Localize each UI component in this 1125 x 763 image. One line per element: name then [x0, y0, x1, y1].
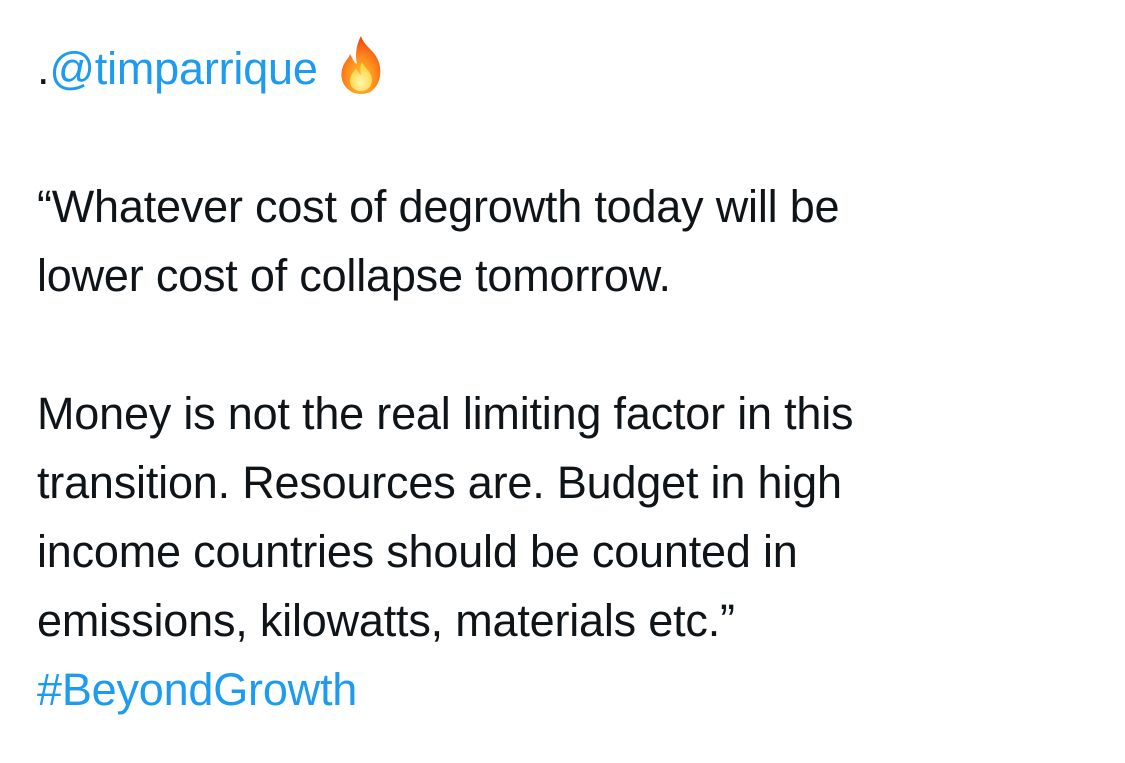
paragraph-line-4: emissions, kilowatts, materials etc.” [37, 595, 735, 646]
hashtag-link[interactable]: #BeyondGrowth [37, 664, 358, 715]
quote-line-2: lower cost of collapse tomorrow. [37, 250, 671, 301]
blank-line [37, 310, 1097, 379]
paragraph-line-3: income countries should be counted in [37, 526, 798, 577]
mention-link[interactable]: @timparrique [49, 43, 318, 94]
paragraph-line-1: Money is not the real limiting factor in… [37, 388, 854, 439]
blank-line [37, 103, 1097, 172]
quote-line-1: “Whatever cost of degrowth today will be [37, 181, 840, 232]
mention-prefix: . [37, 43, 50, 94]
mention-line: .@timparrique [37, 34, 1097, 103]
tweet-text: .@timparrique “Whatever cost of degrowth… [37, 34, 1097, 724]
paragraph-line-2: transition. Resources are. Budget in hig… [37, 457, 842, 508]
hashtag-line: #BeyondGrowth [37, 655, 1097, 724]
fire-icon [341, 36, 381, 94]
